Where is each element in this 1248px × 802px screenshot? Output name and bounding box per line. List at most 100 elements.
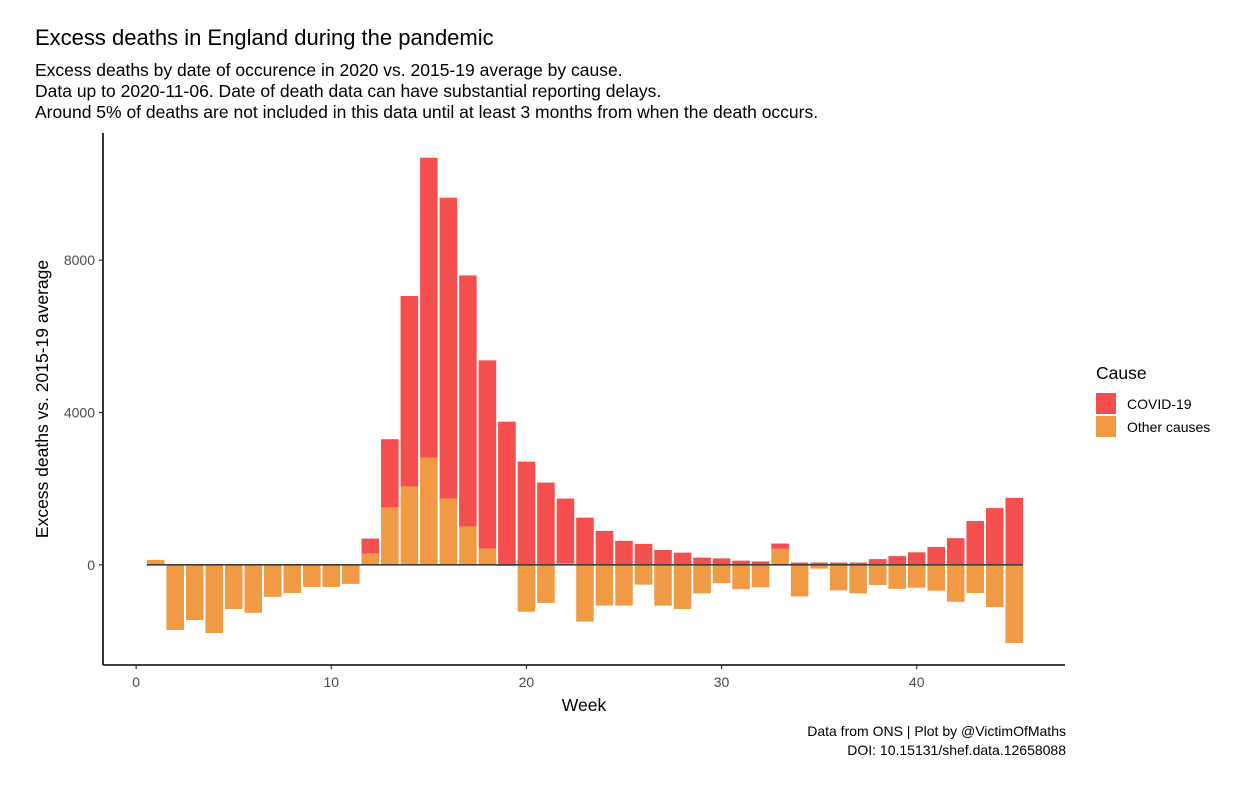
bar-week-29-covid [693, 557, 711, 565]
x-tick-label: 40 [909, 674, 925, 690]
legend-key-other [1096, 416, 1116, 437]
caption-line-1: Data from ONS | Plot by @VictimOfMaths [807, 723, 1066, 739]
bar-week-14-covid [400, 295, 419, 487]
bar-week-33-covid [771, 543, 789, 549]
bar-week-12-other [361, 553, 380, 565]
bar-week-18-covid [478, 360, 497, 549]
bar-week-27-covid [654, 549, 672, 565]
bar-week-39-covid [888, 556, 906, 565]
bar-week-20-covid [517, 461, 536, 565]
bar-week-21-other [537, 564, 555, 603]
subtitle-line-2: Data up to 2020-11-06. Date of death dat… [35, 81, 662, 101]
subtitle-line-3: Around 5% of deaths are not included in … [35, 102, 819, 122]
bar-week-43-covid [966, 521, 985, 565]
bar-week-40-other [907, 564, 926, 588]
bar-week-13-other [381, 507, 399, 565]
bar-week-17-other [459, 526, 477, 565]
bar-week-23-covid [576, 517, 594, 565]
bar-week-36-other [829, 564, 848, 591]
bar-week-37-covid [849, 562, 867, 565]
chart-subtitle: Excess deaths by date of occurence in 20… [35, 60, 818, 123]
y-ticks: 0 4000 8000 [64, 252, 103, 573]
caption: Data from ONS | Plot by @VictimOfMaths D… [807, 722, 1066, 760]
bar-week-29-other [693, 564, 711, 594]
bar-week-34-covid [790, 562, 809, 565]
bar-week-40-covid [907, 552, 926, 565]
bar-week-38-covid [868, 559, 887, 565]
bar-week-35-other [810, 564, 828, 569]
bar-week-22-covid [556, 498, 575, 564]
bar-week-41-covid [927, 546, 945, 565]
bar-week-9-other [303, 564, 321, 587]
bar-week-45-covid [1005, 497, 1024, 565]
x-ticks: 0 10 20 30 40 [132, 665, 925, 690]
legend-item-other: Other causes [1096, 415, 1210, 438]
bar-week-14-other [400, 486, 419, 565]
bar-week-31-other [732, 564, 750, 590]
bar-week-16-covid [439, 197, 458, 499]
bar-week-39-other [888, 564, 906, 589]
bar-week-32-covid [751, 561, 770, 565]
bar-week-42-covid [946, 538, 965, 565]
bar-week-36-covid [829, 562, 848, 565]
bar-week-24-other [595, 564, 614, 606]
bar-week-6-other [244, 564, 263, 613]
bar-week-25-covid [615, 540, 633, 565]
bar-week-2-other [166, 564, 184, 630]
legend-item-covid: COVID-19 [1096, 392, 1210, 415]
bar-week-1-other [146, 559, 165, 565]
bar-week-12-covid [361, 538, 380, 554]
bar-week-28-covid [673, 552, 692, 565]
legend: Cause COVID-19 Other causes [1096, 363, 1210, 438]
y-axis-title: Excess deaths vs. 2015-19 average [32, 260, 52, 538]
bar-week-32-other [751, 564, 770, 588]
bar-week-28-other [673, 564, 692, 610]
bar-week-18-other [478, 548, 497, 565]
x-tick-label: 20 [519, 674, 535, 690]
subtitle-line-1: Excess deaths by date of occurence in 20… [35, 60, 623, 80]
legend-label-covid: COVID-19 [1127, 395, 1192, 412]
bar-week-19-covid [498, 421, 516, 565]
bar-week-7-other [263, 564, 282, 597]
bar-week-44-other [985, 564, 1004, 608]
bar-week-21-covid [537, 482, 555, 565]
x-tick-label: 0 [132, 674, 140, 690]
bar-week-42-other [946, 564, 965, 602]
legend-title: Cause [1096, 363, 1147, 383]
bars-group [146, 157, 1024, 643]
bar-week-30-other [712, 564, 731, 584]
bar-week-35-covid [810, 562, 828, 565]
bar-week-3-other [185, 564, 204, 621]
bar-week-37-other [849, 564, 867, 594]
bar-week-13-covid [381, 439, 399, 508]
y-tick-label: 8000 [64, 252, 95, 268]
bar-week-23-other [576, 564, 594, 622]
chart-title: Excess deaths in England during the pand… [35, 25, 494, 50]
x-axis-title: Week [562, 695, 607, 715]
y-tick-label: 0 [87, 557, 95, 573]
bar-week-30-covid [712, 558, 731, 565]
bar-week-44-covid [985, 508, 1004, 565]
bar-week-4-other [205, 564, 224, 634]
bar-week-11-other [342, 564, 360, 584]
bar-week-34-other [790, 564, 809, 597]
bar-week-24-covid [595, 530, 614, 565]
bar-week-43-other [966, 564, 985, 594]
bar-week-33-other [771, 548, 789, 565]
x-tick-label: 10 [324, 674, 340, 690]
legend-key-covid [1096, 393, 1116, 414]
bar-week-45-other [1005, 564, 1024, 643]
bar-week-38-other [868, 564, 887, 586]
bar-week-17-covid [459, 275, 477, 527]
bar-week-15-other [420, 457, 438, 565]
x-tick-label: 30 [714, 674, 730, 690]
bar-week-20-other [517, 564, 536, 612]
bar-week-27-other [654, 564, 672, 606]
bar-week-25-other [615, 564, 633, 606]
bar-week-5-other [224, 564, 243, 610]
bar-week-31-covid [732, 560, 750, 565]
legend-label-other: Other causes [1127, 418, 1211, 435]
bar-week-8-other [283, 564, 302, 594]
bar-week-26-covid [634, 543, 653, 565]
